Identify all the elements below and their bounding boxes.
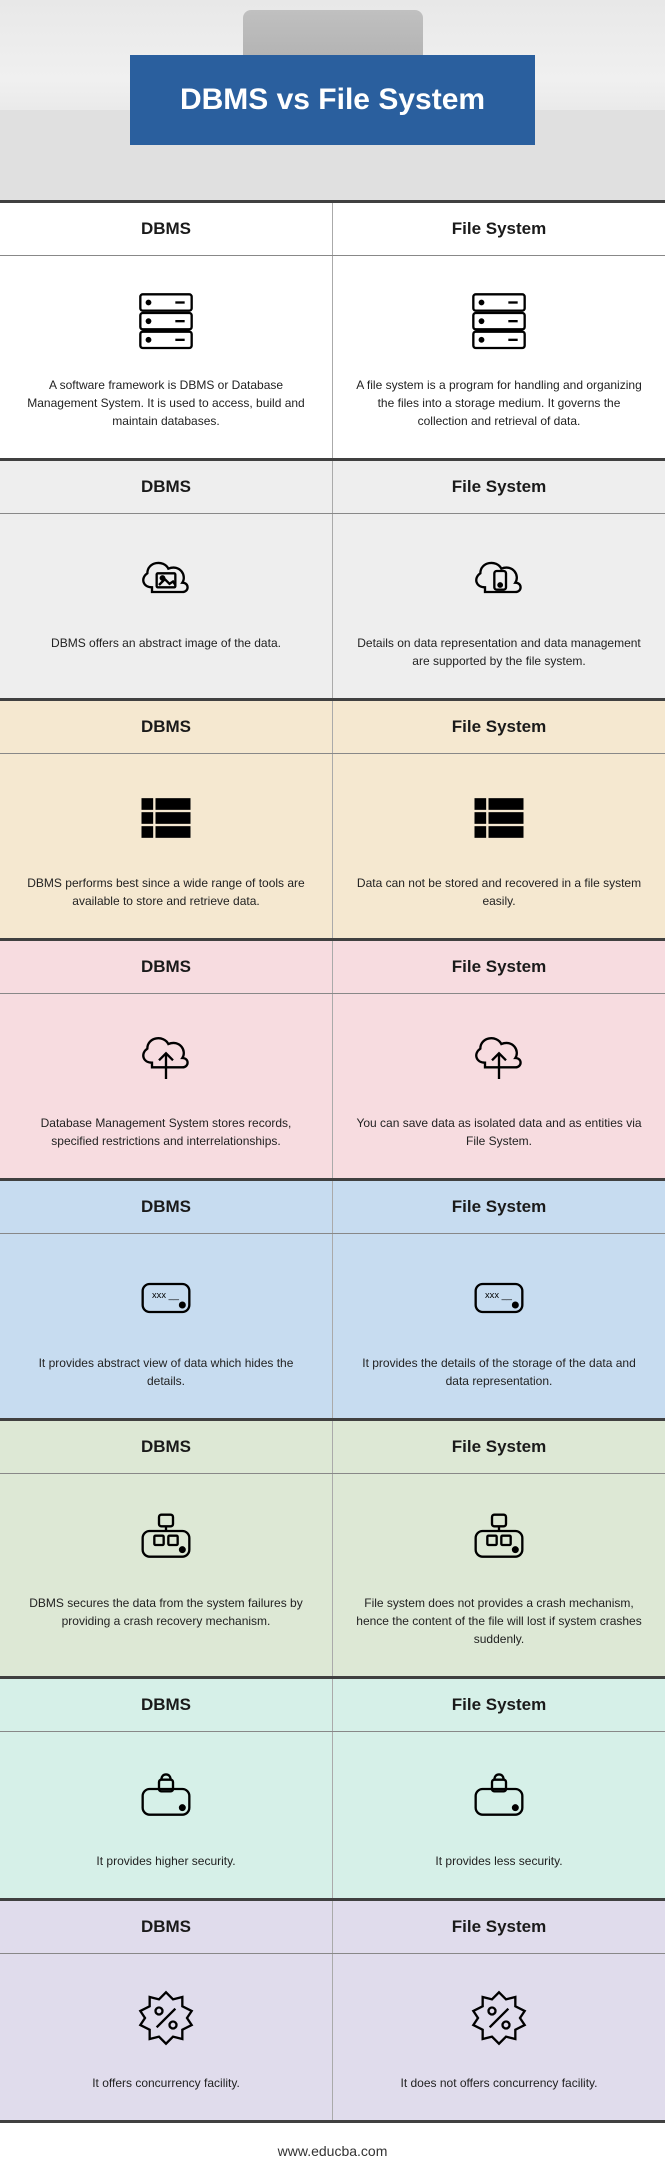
disk-lock-icon [351, 1756, 647, 1836]
left-cell: It offers concurrency facility. [0, 1954, 333, 2120]
left-cell: DBMS performs best since a wide range of… [0, 754, 333, 938]
percent-badge-icon [18, 1978, 314, 2058]
row-header: DBMSFile System [0, 203, 665, 256]
left-cell: DBMS secures the data from the system fa… [0, 1474, 333, 1676]
left-description: DBMS secures the data from the system fa… [18, 1594, 314, 1630]
hero-banner-region: DBMS vs File System [0, 0, 665, 200]
left-cell: Database Management System stores record… [0, 994, 333, 1178]
comparison-row: DBMSFile System DBMS performs best since … [0, 698, 665, 938]
left-description: A software framework is DBMS or Database… [18, 376, 314, 430]
right-description: A file system is a program for handling … [351, 376, 647, 430]
row-body: It offers concurrency facility. It does n… [0, 1954, 665, 2120]
right-description: It provides less security. [351, 1852, 647, 1870]
left-header-label: DBMS [0, 461, 333, 513]
right-description: It provides the details of the storage o… [351, 1354, 647, 1390]
row-body: It provides higher security. It provides … [0, 1732, 665, 1898]
row-header: DBMSFile System [0, 1421, 665, 1474]
comparison-row: DBMSFile SystemIt offers concurrency fac… [0, 1898, 665, 2120]
disk-net-icon [351, 1498, 647, 1578]
right-header-label: File System [333, 1679, 665, 1731]
left-description: It offers concurrency facility. [18, 2074, 314, 2092]
right-cell: Details on data representation and data … [333, 514, 665, 698]
server-icon [351, 280, 647, 360]
right-description: Data can not be stored and recovered in … [351, 874, 647, 910]
comparison-row: DBMSFile System DBMS secures the data fro… [0, 1418, 665, 1676]
left-header-label: DBMS [0, 941, 333, 993]
right-cell: It does not offers concurrency facility. [333, 1954, 665, 2120]
list-icon [351, 778, 647, 858]
right-header-label: File System [333, 1181, 665, 1233]
footer-url: www.educba.com [0, 2120, 665, 2179]
left-cell: DBMS offers an abstract image of the dat… [0, 514, 333, 698]
row-body: DBMS performs best since a wide range of… [0, 754, 665, 938]
server-icon [18, 280, 314, 360]
cloud-image-icon [18, 538, 314, 618]
left-cell: A software framework is DBMS or Database… [0, 256, 333, 458]
left-description: It provides higher security. [18, 1852, 314, 1870]
right-description: It does not offers concurrency facility. [351, 2074, 647, 2092]
comparison-row: DBMSFile SystemIt provides higher securi… [0, 1676, 665, 1898]
right-cell: It provides less security. [333, 1732, 665, 1898]
right-header-label: File System [333, 701, 665, 753]
left-header-label: DBMS [0, 701, 333, 753]
page-title: DBMS vs File System [130, 55, 535, 145]
right-header-label: File System [333, 461, 665, 513]
right-cell: A file system is a program for handling … [333, 256, 665, 458]
left-description: It provides abstract view of data which … [18, 1354, 314, 1390]
disk-net-icon [18, 1498, 314, 1578]
comparison-row: DBMSFile System Database Management Syste… [0, 938, 665, 1178]
left-cell: It provides abstract view of data which … [0, 1234, 333, 1418]
right-header-label: File System [333, 203, 665, 255]
right-cell: You can save data as isolated data and a… [333, 994, 665, 1178]
left-header-label: DBMS [0, 1679, 333, 1731]
comparison-sections: DBMSFile SystemA software framework is D… [0, 200, 665, 2120]
right-description: File system does not provides a crash me… [351, 1594, 647, 1648]
right-cell: Data can not be stored and recovered in … [333, 754, 665, 938]
row-header: DBMSFile System [0, 1181, 665, 1234]
right-header-label: File System [333, 941, 665, 993]
comparison-row: DBMSFile System A software framework is D… [0, 200, 665, 458]
disk-icon [351, 1258, 647, 1338]
row-header: DBMSFile System [0, 1679, 665, 1732]
right-header-label: File System [333, 1421, 665, 1473]
cloud-device-icon [351, 538, 647, 618]
row-header: DBMSFile System [0, 701, 665, 754]
disk-icon [18, 1258, 314, 1338]
cloud-up-icon [351, 1018, 647, 1098]
left-header-label: DBMS [0, 1901, 333, 1953]
row-body: DBMS secures the data from the system fa… [0, 1474, 665, 1676]
left-description: DBMS offers an abstract image of the dat… [18, 634, 314, 652]
cloud-up-icon [18, 1018, 314, 1098]
left-cell: It provides higher security. [0, 1732, 333, 1898]
comparison-row: DBMSFile System It provides abstract view… [0, 1178, 665, 1418]
left-description: Database Management System stores record… [18, 1114, 314, 1150]
right-cell: File system does not provides a crash me… [333, 1474, 665, 1676]
row-header: DBMSFile System [0, 941, 665, 994]
list-icon [18, 778, 314, 858]
right-cell: It provides the details of the storage o… [333, 1234, 665, 1418]
row-body: A software framework is DBMS or Database… [0, 256, 665, 458]
comparison-row: DBMSFile System DBMS offers an abstract i… [0, 458, 665, 698]
right-description: Details on data representation and data … [351, 634, 647, 670]
right-description: You can save data as isolated data and a… [351, 1114, 647, 1150]
left-header-label: DBMS [0, 1181, 333, 1233]
disk-lock-icon [18, 1756, 314, 1836]
row-body: DBMS offers an abstract image of the dat… [0, 514, 665, 698]
right-header-label: File System [333, 1901, 665, 1953]
percent-badge-icon [351, 1978, 647, 2058]
row-body: It provides abstract view of data which … [0, 1234, 665, 1418]
row-header: DBMSFile System [0, 461, 665, 514]
left-header-label: DBMS [0, 203, 333, 255]
row-header: DBMSFile System [0, 1901, 665, 1954]
row-body: Database Management System stores record… [0, 994, 665, 1178]
left-description: DBMS performs best since a wide range of… [18, 874, 314, 910]
left-header-label: DBMS [0, 1421, 333, 1473]
